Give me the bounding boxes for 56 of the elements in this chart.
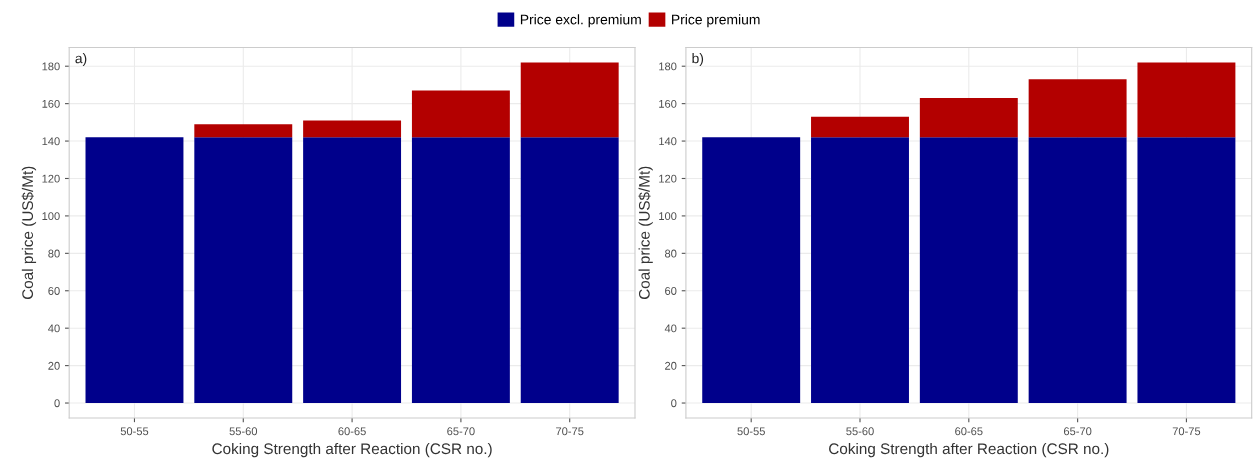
x-axis-title: Coking Strength after Reaction (CSR no.) xyxy=(829,442,1109,458)
y-tick-label: 20 xyxy=(48,361,60,370)
y-tick-label: 100 xyxy=(659,212,677,221)
bar xyxy=(303,120,402,138)
legend-label: Price premium xyxy=(672,14,760,28)
annotation: a) xyxy=(75,53,87,66)
y-tick-label: 0 xyxy=(54,399,60,408)
bar xyxy=(919,137,1018,404)
bar xyxy=(85,137,184,404)
y-axis-title: Coal price (US$/Mt) xyxy=(638,166,653,300)
y-tick-label: 60 xyxy=(665,287,677,295)
bar xyxy=(1028,137,1127,404)
bar xyxy=(919,98,1018,138)
y-tick-label: 40 xyxy=(48,324,60,333)
bar xyxy=(520,137,619,404)
bar xyxy=(411,137,510,404)
bar xyxy=(811,137,909,404)
annotation: b) xyxy=(692,53,704,66)
y-tick-label: 180 xyxy=(42,62,60,71)
x-tick-label: 50-55 xyxy=(120,427,149,436)
x-tick-label: 55-60 xyxy=(229,427,258,436)
x-tick-label: 60-65 xyxy=(955,427,983,436)
x-tick-label: 70-75 xyxy=(556,427,584,436)
bar xyxy=(1028,79,1127,138)
y-tick-label: 140 xyxy=(659,137,677,146)
x-tick-label: 65-70 xyxy=(447,427,475,436)
x-tick-label: 60-65 xyxy=(338,427,366,436)
bar xyxy=(811,116,909,138)
legend-label: Price excl. premium xyxy=(520,14,641,28)
y-tick-label: 120 xyxy=(659,174,677,183)
y-tick-label: 160 xyxy=(42,99,60,108)
bar xyxy=(1137,137,1236,404)
x-tick-label: 55-60 xyxy=(846,427,874,436)
y-tick-label: 80 xyxy=(48,249,60,258)
y-tick-label: 120 xyxy=(42,174,60,183)
bar xyxy=(702,137,801,404)
y-tick-label: 80 xyxy=(665,249,677,258)
bar xyxy=(194,137,293,404)
y-tick-label: 0 xyxy=(671,399,677,408)
bar xyxy=(411,90,510,138)
bar xyxy=(520,62,619,138)
y-tick-label: 160 xyxy=(659,99,677,108)
x-axis-title: Coking Strength after Reaction (CSR no.) xyxy=(212,442,492,458)
y-tick-label: 60 xyxy=(48,287,60,295)
y-tick-label: 20 xyxy=(665,361,677,370)
x-tick-label: 50-55 xyxy=(737,427,765,436)
y-axis-title: Coal price (US$/Mt) xyxy=(21,166,37,300)
bar xyxy=(194,124,293,138)
x-tick-label: 65-70 xyxy=(1063,427,1092,436)
y-tick-label: 40 xyxy=(664,324,677,333)
y-tick-label: 180 xyxy=(659,62,677,71)
x-tick-label: 70-75 xyxy=(1172,427,1201,436)
bar xyxy=(303,137,402,404)
y-tick-label: 100 xyxy=(42,212,60,221)
bar xyxy=(1137,62,1236,138)
y-tick-label: 140 xyxy=(42,137,60,146)
